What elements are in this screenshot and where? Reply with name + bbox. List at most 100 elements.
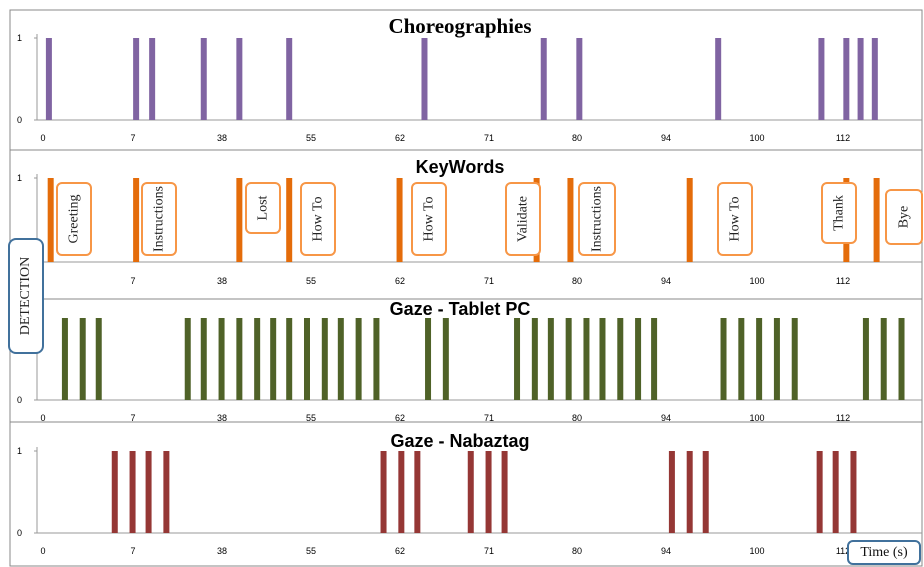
panel-title: Gaze - Tablet PC (390, 299, 531, 319)
event-bar (236, 38, 243, 120)
x-tick-label: 55 (306, 133, 316, 143)
panel-title: KeyWords (416, 157, 505, 177)
y-tick-label: 1 (17, 446, 22, 456)
panel-2: 1 7 38 55 62 71 80 94 100 112 KeyWords Greeting Inst… (10, 149, 923, 286)
event-bar (531, 318, 538, 400)
keyword-callout: Bye (885, 189, 923, 245)
event-bar (200, 318, 207, 400)
keyword-box (578, 182, 616, 256)
x-tick-label: 100 (749, 133, 764, 143)
x-tick-label: 100 (749, 546, 764, 556)
detection-axis-label-box: DETECTION (8, 238, 44, 354)
keyword-box (821, 182, 857, 244)
x-tick-label: 112 (836, 413, 850, 423)
x-tick-label: 38 (217, 413, 227, 423)
x-tick-label: 7 (130, 546, 135, 556)
event-bar (442, 318, 449, 400)
x-tick-label: 62 (395, 546, 405, 556)
event-bar (398, 451, 405, 533)
keyword-label: Thank (832, 195, 847, 231)
y-tick-label: 0 (17, 528, 22, 538)
event-bar (720, 318, 727, 400)
event-bar (791, 318, 798, 400)
panel-title: Choreographies (388, 14, 531, 38)
event-bar (873, 178, 880, 262)
event-bar (414, 451, 421, 533)
event-bar (145, 451, 152, 533)
event-bar (321, 318, 328, 400)
event-bar (514, 318, 521, 400)
x-tick-label: 55 (306, 413, 316, 423)
x-tick-label: 7 (130, 133, 135, 143)
event-bar (816, 451, 823, 533)
event-bar (236, 318, 243, 400)
x-tick-label: 38 (217, 133, 227, 143)
time-axis-label-box: Time (s) (847, 540, 921, 565)
event-bar (857, 38, 864, 120)
event-bar (773, 318, 780, 400)
event-bar (380, 451, 387, 533)
keyword-callout: Instructions (141, 182, 177, 256)
x-tick-label: 62 (395, 133, 405, 143)
event-bar (254, 318, 261, 400)
event-bar (686, 451, 693, 533)
event-bar (163, 451, 170, 533)
x-tick-label: 112 (836, 546, 850, 556)
event-bar (715, 38, 722, 120)
event-bar (818, 38, 825, 120)
event-bar (47, 178, 54, 262)
event-bar (286, 178, 293, 262)
event-bar (843, 38, 850, 120)
x-tick-label: 0 (40, 413, 45, 423)
x-tick-label: 38 (217, 276, 227, 286)
x-tick-label: 62 (395, 413, 405, 423)
y-tick-label: 1 (17, 33, 22, 43)
event-bar (880, 318, 887, 400)
event-bar (756, 318, 763, 400)
x-tick-label: 80 (572, 133, 582, 143)
x-tick-label: 94 (661, 133, 671, 143)
event-bar (485, 451, 492, 533)
x-tick-label: 94 (661, 546, 671, 556)
event-bar (702, 451, 709, 533)
event-bar (355, 318, 362, 400)
x-tick-label: 112 (836, 133, 850, 143)
event-bar (218, 318, 225, 400)
panel-title: Gaze - Nabaztag (390, 431, 529, 451)
keyword-box (141, 182, 177, 256)
x-tick-label: 71 (484, 413, 494, 423)
event-bar (149, 38, 156, 120)
keyword-label: Instructions (590, 186, 605, 252)
event-bar (871, 38, 878, 120)
keyword-callout: Lost (245, 182, 281, 234)
keyword-box (505, 182, 541, 256)
x-tick-label: 80 (572, 413, 582, 423)
event-bar (421, 38, 428, 120)
event-bar (540, 38, 547, 120)
x-tick-label: 7 (130, 413, 135, 423)
event-bar (396, 178, 403, 262)
event-bar (738, 318, 745, 400)
keyword-label: How To (728, 196, 743, 241)
event-bar (651, 318, 658, 400)
event-bar (286, 38, 293, 120)
event-bar (79, 318, 86, 400)
x-tick-label: 62 (395, 276, 405, 286)
event-bar (599, 318, 606, 400)
event-bar (184, 318, 191, 400)
event-bar (133, 38, 140, 120)
time-axis-label: Time (s) (860, 545, 908, 560)
y-tick-label: 0 (17, 115, 22, 125)
event-bar (567, 178, 574, 262)
keyword-callout: Thank (821, 182, 857, 244)
x-tick-label: 55 (306, 276, 316, 286)
event-bar (898, 318, 905, 400)
event-bar (668, 451, 675, 533)
detection-axis-label: DETECTION (18, 256, 33, 336)
keyword-box (245, 182, 281, 234)
event-bar (337, 318, 344, 400)
event-bar (95, 318, 102, 400)
